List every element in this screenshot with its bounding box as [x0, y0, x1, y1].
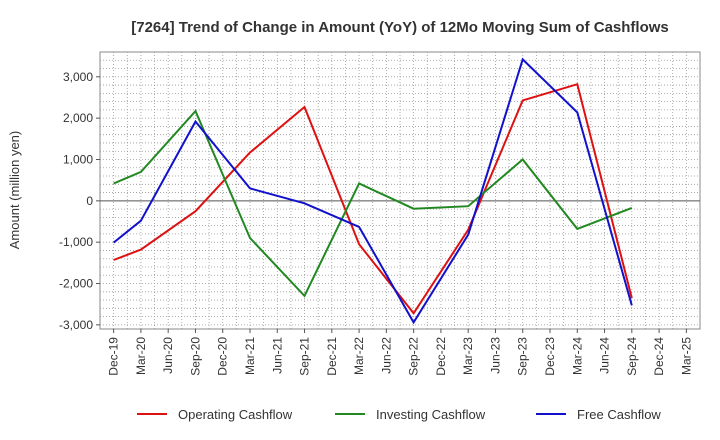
x-tick-label: Dec-24 [652, 337, 666, 376]
x-tick-label: Dec-23 [543, 337, 557, 376]
investing-cashflow-line [113, 109, 633, 298]
free-cashflow-legend-label: Free Cashflow [577, 407, 661, 422]
x-tick-label: Dec-22 [434, 337, 448, 376]
y-tick-label: -2,000 [59, 277, 93, 291]
x-axis-ticks: Dec-19 Mar-20 Jun-20 Sep-20 Dec-20 Mar-21 Jun-… [107, 329, 693, 376]
investing-cashflow-legend-label: Investing Cashflow [376, 407, 486, 422]
x-tick-label: Mar-24 [570, 337, 584, 375]
x-tick-label: Mar-25 [679, 337, 693, 375]
free-cashflow-line [112, 57, 633, 325]
y-tick-label: 3,000 [63, 70, 93, 84]
operating-cashflow-legend-label: Operating Cashflow [178, 407, 293, 422]
chart-title: [7264] Trend of Change in Amount (YoY) o… [131, 19, 669, 36]
y-tick-label: 1,000 [63, 152, 93, 166]
x-tick-label: Sep-23 [516, 337, 530, 376]
x-tick-label: Jun-23 [488, 337, 502, 374]
y-tick-label: 2,000 [63, 111, 93, 125]
x-tick-label: Sep-24 [625, 337, 639, 376]
series-lines [112, 57, 633, 325]
x-tick-label: Jun-22 [379, 337, 393, 374]
operating-cashflow-line [113, 82, 633, 316]
x-tick-label: Dec-21 [325, 337, 339, 376]
x-tick-label: Jun-21 [270, 337, 284, 374]
y-axis-ticks: 3,000 2,000 1,000 0 -1,000 -2,000 -3,000 [59, 70, 100, 332]
x-tick-label: Mar-23 [461, 337, 475, 375]
x-tick-label: Jun-24 [598, 337, 612, 374]
x-tick-label: Mar-21 [243, 337, 257, 375]
x-tick-label: Mar-22 [352, 337, 366, 375]
x-tick-label: Sep-21 [298, 337, 312, 376]
x-tick-label: Sep-22 [407, 337, 421, 376]
x-tick-label: Sep-20 [188, 337, 202, 376]
x-tick-label: Jun-20 [161, 337, 175, 374]
x-tick-label: Mar-20 [134, 337, 148, 375]
legend: Operating Cashflow Investing Cashflow Free… [137, 407, 661, 422]
y-tick-label: 0 [86, 194, 93, 208]
x-tick-label: Dec-20 [216, 337, 230, 376]
y-tick-label: -1,000 [59, 235, 93, 249]
y-tick-label: -3,000 [59, 318, 93, 332]
x-tick-label: Dec-19 [107, 337, 121, 376]
y-axis-label: Amount (million yen) [7, 131, 22, 250]
